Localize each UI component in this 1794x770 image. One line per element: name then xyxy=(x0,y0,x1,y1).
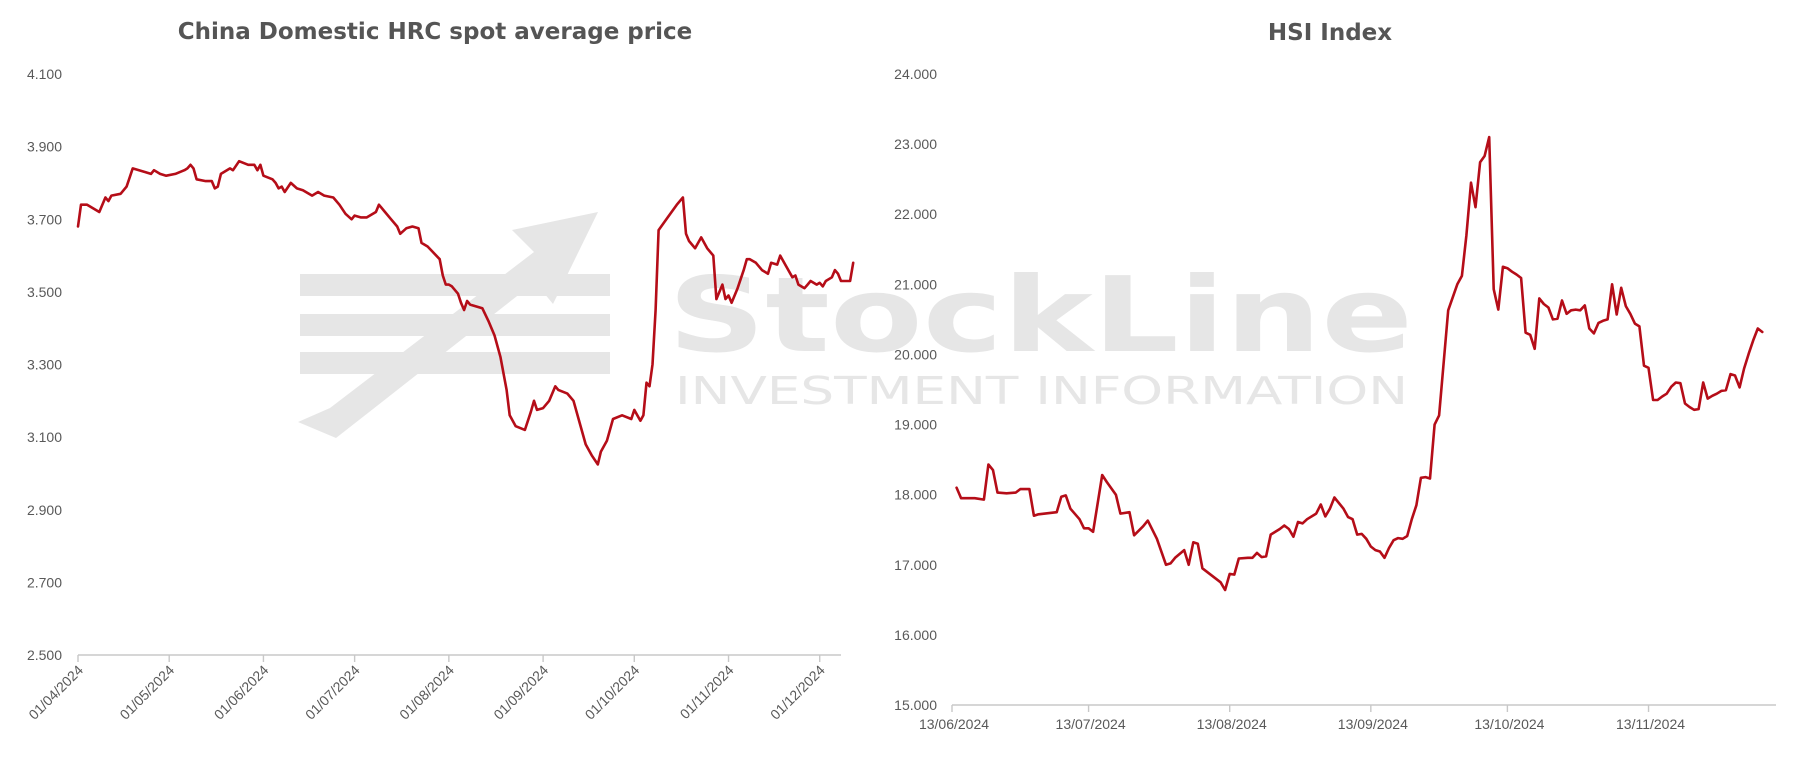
y-tick-label: 24.000 xyxy=(894,66,937,82)
y-tick-label: 2.900 xyxy=(27,502,62,518)
y-tick-label: 3.900 xyxy=(27,139,62,155)
watermark: StockLine INVESTMENT INFORMATION xyxy=(298,212,1413,438)
x-tick-label: 13/08/2024 xyxy=(1197,716,1267,732)
y-tick-label: 15.000 xyxy=(894,697,937,713)
x-tick-label: 13/10/2024 xyxy=(1474,716,1544,732)
x-axis-ticks xyxy=(951,705,1650,712)
x-tick-label: 01/07/2024 xyxy=(302,662,363,723)
rising-arrow-logo-icon xyxy=(298,212,610,438)
x-axis-ticks xyxy=(77,655,821,662)
y-tick-label: 23.000 xyxy=(894,136,937,152)
x-tick-label: 01/05/2024 xyxy=(116,662,177,723)
x-tick-label: 13/07/2024 xyxy=(1056,716,1126,732)
x-tick-label: 01/09/2024 xyxy=(490,662,551,723)
x-tick-label: 01/11/2024 xyxy=(677,662,737,722)
y-tick-label: 17.000 xyxy=(894,557,937,573)
chart-title: HSI Index xyxy=(1268,20,1392,46)
chart-title: China Domestic HRC spot average price xyxy=(178,19,692,45)
y-tick-label: 2.500 xyxy=(27,647,62,663)
y-tick-label: 21.000 xyxy=(894,276,937,292)
y-tick-label: 3.100 xyxy=(27,429,62,445)
hsi-index-chart: HSI Index 15.000 16.000 17.000 18.000 19.000… xyxy=(894,20,1776,732)
watermark-brand: StockLine xyxy=(668,254,1413,376)
y-tick-label: 20.000 xyxy=(894,346,937,362)
y-axis-labels: 2.500 2.700 2.900 3.100 3.300 3.500 3.700 3.900… xyxy=(27,66,62,663)
x-tick-label: 01/06/2024 xyxy=(211,662,272,723)
y-tick-label: 4.100 xyxy=(27,66,62,82)
y-tick-label: 3.700 xyxy=(27,211,62,227)
x-axis-labels: 13/06/2024 13/07/2024 13/08/2024 13/09/2024… xyxy=(919,716,1685,732)
y-tick-label: 19.000 xyxy=(894,417,937,433)
x-tick-label: 01/04/2024 xyxy=(25,662,86,723)
y-tick-label: 3.500 xyxy=(27,284,62,300)
y-tick-label: 22.000 xyxy=(894,206,937,222)
x-tick-label: 13/11/2024 xyxy=(1616,716,1685,732)
y-tick-label: 3.300 xyxy=(27,357,62,373)
y-axis-labels: 15.000 16.000 17.000 18.000 19.000 20.000 21.0… xyxy=(894,66,937,713)
x-tick-label: 01/12/2024 xyxy=(767,662,828,723)
watermark-tagline: INVESTMENT INFORMATION xyxy=(675,369,1408,413)
x-axis-labels: 01/04/2024 01/05/2024 01/06/2024 01/07/2024… xyxy=(25,662,828,723)
series-line xyxy=(955,135,1764,592)
y-tick-label: 18.000 xyxy=(894,487,937,503)
y-tick-label: 16.000 xyxy=(894,627,937,643)
y-tick-label: 2.700 xyxy=(27,574,62,590)
x-tick-label: 01/08/2024 xyxy=(396,662,457,723)
x-tick-label: 13/09/2024 xyxy=(1338,716,1408,732)
x-tick-label: 13/06/2024 xyxy=(919,716,989,732)
x-tick-label: 01/10/2024 xyxy=(582,662,643,723)
series-line xyxy=(76,159,855,466)
